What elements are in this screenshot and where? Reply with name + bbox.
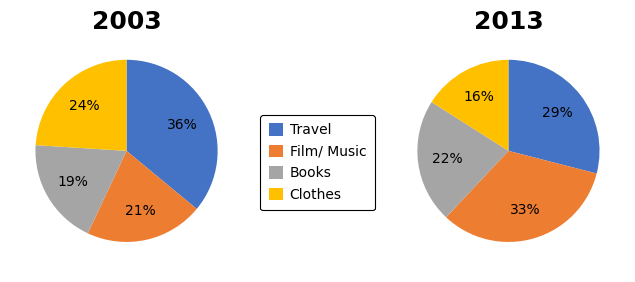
Wedge shape — [446, 151, 597, 242]
Text: 21%: 21% — [124, 204, 156, 218]
Text: 22%: 22% — [432, 152, 462, 166]
Text: 24%: 24% — [69, 99, 100, 113]
Wedge shape — [36, 60, 126, 151]
Text: 33%: 33% — [511, 203, 541, 217]
Wedge shape — [432, 60, 509, 151]
Wedge shape — [36, 145, 126, 233]
Text: 29%: 29% — [542, 106, 573, 120]
Wedge shape — [417, 102, 509, 217]
Title: 2013: 2013 — [474, 10, 544, 34]
Title: 2003: 2003 — [91, 10, 161, 34]
Text: 36%: 36% — [167, 118, 198, 131]
Text: 16%: 16% — [463, 90, 494, 103]
Text: 19%: 19% — [58, 175, 89, 190]
Wedge shape — [126, 60, 218, 209]
Legend: Travel, Film/ Music, Books, Clothes: Travel, Film/ Music, Books, Clothes — [260, 115, 375, 210]
Wedge shape — [509, 60, 599, 173]
Wedge shape — [88, 151, 197, 242]
